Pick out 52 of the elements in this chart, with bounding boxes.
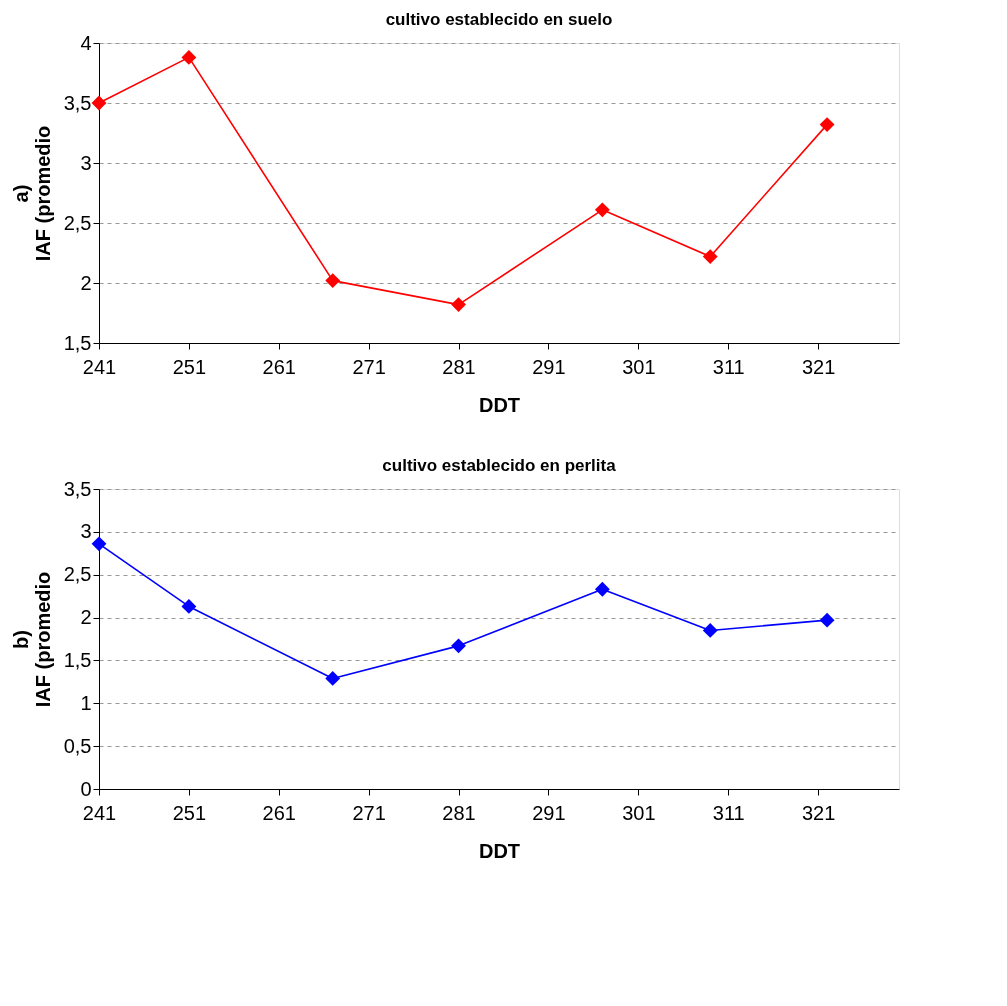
point	[181, 599, 197, 614]
y-tick-label: 2,5	[63, 211, 92, 234]
x-tick-label: 261	[262, 355, 296, 378]
y-tick-label: 3,5	[63, 91, 92, 114]
point	[702, 249, 718, 265]
point	[594, 202, 610, 218]
x-tick-label: 251	[172, 355, 207, 378]
point	[702, 623, 718, 638]
y-tick-label: 2,5	[63, 563, 92, 586]
x-axis-title: DDT	[478, 839, 521, 862]
x-tick-label: 321	[801, 355, 836, 378]
x-tick-label: 301	[622, 801, 656, 824]
y-tick-label: 2	[80, 606, 92, 629]
x-tick-label: 291	[532, 355, 566, 378]
point	[91, 536, 107, 552]
x-tick-label: 271	[352, 801, 386, 824]
y-tick-label: 2	[80, 271, 92, 294]
y-axis-title: b) IAF (promedio	[9, 571, 54, 708]
x-tick-label: 311	[712, 801, 745, 824]
point	[181, 49, 197, 65]
x-tick-label: 281	[442, 355, 476, 378]
point	[325, 671, 341, 686]
chart-title: cultivo establecido en perlita	[382, 456, 617, 475]
x-tick-label: 271	[352, 355, 386, 378]
point	[91, 95, 107, 111]
x-tick-label: 301	[622, 355, 656, 378]
y-tick-label: 3,5	[63, 477, 92, 500]
x-tick-label: 241	[82, 801, 117, 824]
y-tick-label: 3	[80, 151, 92, 174]
y-tick-label: 0,5	[63, 734, 92, 757]
point	[819, 612, 835, 628]
x-tick-label: 241	[82, 355, 117, 378]
x-tick-label: 281	[442, 801, 476, 824]
x-tick-label: 261	[262, 801, 296, 824]
point	[451, 297, 466, 313]
point	[451, 638, 466, 654]
x-tick-label: 311	[712, 355, 745, 378]
x-tick-label: 321	[801, 801, 836, 824]
y-axis-title: a) IAF (promedio	[9, 125, 54, 262]
y-tick-label: 0	[80, 777, 92, 800]
x-tick-label: 291	[532, 801, 566, 824]
y-tick-label: 1,5	[63, 331, 92, 354]
y-tick-label: 1,5	[63, 648, 92, 671]
point	[325, 273, 341, 289]
point	[594, 581, 610, 597]
x-tick-label: 251	[172, 801, 207, 824]
y-tick-label: 3	[80, 520, 92, 543]
chart-title: cultivo establecido en suelo	[385, 10, 613, 29]
y-tick-label: 4	[80, 31, 92, 54]
x-axis-title: DDT	[478, 393, 521, 416]
point	[819, 117, 835, 133]
y-tick-label: 1	[80, 691, 92, 714]
